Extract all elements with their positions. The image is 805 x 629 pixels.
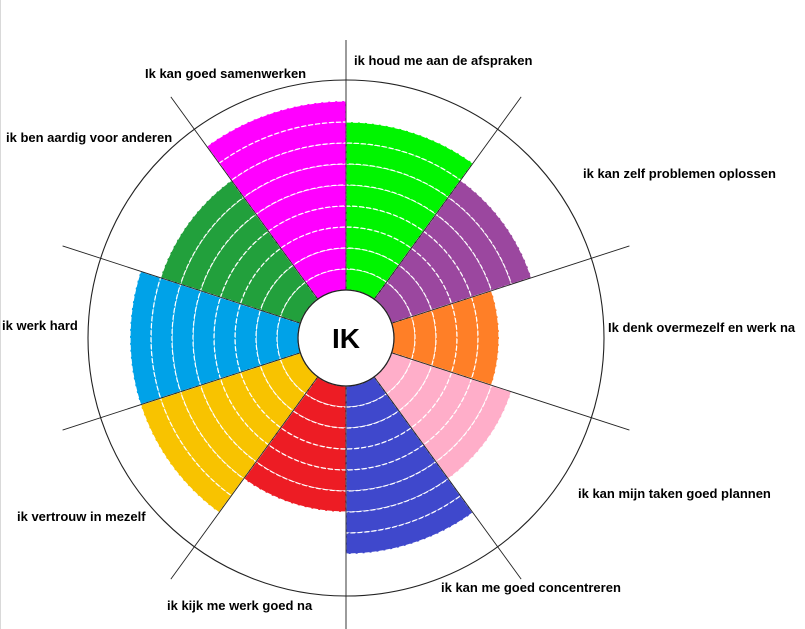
sector-3 [390, 289, 500, 387]
label-problemen-oplossen: ik kan zelf problemen oplossen [583, 166, 776, 181]
sector-8-ring-1 [276, 315, 302, 361]
spoke-3 [391, 245, 630, 324]
sector-2-ring-7 [447, 179, 533, 285]
sector-5 [345, 375, 474, 555]
spoke-9 [62, 245, 301, 324]
sector-1-ring-8 [345, 121, 474, 182]
center-label: IK [332, 323, 360, 354]
label-vertrouwen: ik vertrouw in mezelf [17, 509, 146, 524]
label-werk-nakijken: ik kijk me werk goed na [167, 598, 313, 613]
sector-9 [159, 179, 319, 324]
sector-7-ring-8 [139, 397, 233, 514]
sector-3-ring-2 [410, 309, 437, 367]
spoke-8 [62, 352, 301, 431]
sector-8-ring-8 [129, 270, 162, 406]
label-afspraken: ik houd me aan de afspraken [354, 53, 533, 68]
left-border [0, 0, 1, 629]
spoke-4 [391, 352, 630, 431]
label-taken-plannen: ik kan mijn taken goed plannen [578, 486, 771, 501]
sector-7 [139, 352, 319, 514]
label-werk-hard: ik werk hard [2, 318, 78, 333]
label-denk-over-mezelf: Ik denk overmezelf en werk na [608, 320, 796, 335]
sector-5-ring-8 [345, 494, 474, 555]
sector-10 [205, 100, 347, 301]
label-aardig: ik ben aardig voor anderen [6, 130, 173, 145]
spoke-7 [170, 376, 319, 580]
sector-8-ring-2 [255, 309, 282, 367]
sector-9-ring-7 [159, 179, 245, 285]
sector-1 [345, 121, 474, 301]
sector-2 [373, 179, 533, 324]
center-circle [297, 289, 395, 387]
sector-3-ring-1 [390, 315, 416, 361]
wheel-sectors [129, 100, 533, 555]
spoke-10 [170, 96, 319, 300]
sector-8 [129, 270, 302, 406]
label-samenwerken: Ik kan goed samenwerken [145, 66, 307, 81]
spoke-2 [373, 96, 522, 300]
label-concentreren: ik kan me goed concentreren [441, 580, 621, 595]
wheel-spokes [62, 40, 630, 629]
spoke-5 [373, 376, 522, 580]
